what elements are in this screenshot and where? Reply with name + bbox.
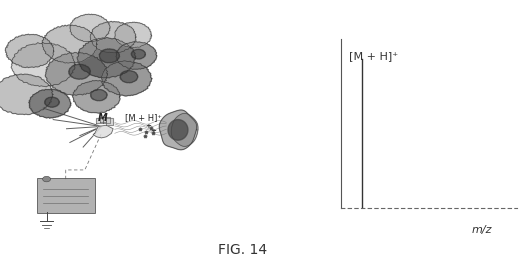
Polygon shape [171,113,198,146]
Polygon shape [42,25,98,63]
FancyBboxPatch shape [36,178,95,213]
Polygon shape [159,110,196,150]
Polygon shape [120,70,138,83]
Text: M: M [98,113,107,123]
Polygon shape [0,74,53,115]
Polygon shape [5,34,54,68]
Polygon shape [116,42,157,69]
Polygon shape [44,97,59,107]
Text: +: + [145,124,151,129]
Text: m/z: m/z [472,225,492,235]
Text: +: + [150,128,157,134]
Polygon shape [69,64,90,79]
Polygon shape [101,61,152,96]
Polygon shape [107,118,113,125]
Text: FIG. 14: FIG. 14 [218,243,268,257]
Polygon shape [90,21,136,53]
Polygon shape [93,125,113,138]
Text: [M + H]⁺: [M + H]⁺ [350,51,399,61]
Polygon shape [97,119,103,123]
Polygon shape [100,117,107,122]
Polygon shape [77,38,136,78]
Polygon shape [90,89,107,101]
Polygon shape [131,49,146,59]
Polygon shape [115,22,152,48]
Polygon shape [70,14,110,42]
Polygon shape [168,120,188,140]
Polygon shape [45,52,108,95]
Polygon shape [29,89,71,118]
Polygon shape [11,42,76,87]
Polygon shape [99,49,119,63]
Polygon shape [72,80,120,113]
Text: [M + H]⁺: [M + H]⁺ [125,113,162,122]
Polygon shape [103,117,110,123]
Circle shape [43,176,51,182]
